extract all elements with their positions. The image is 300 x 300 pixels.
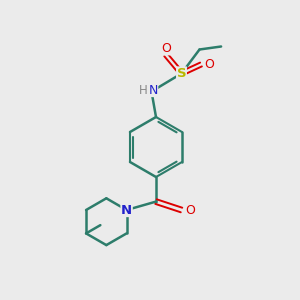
Text: H: H <box>139 83 148 97</box>
Text: O: O <box>161 42 171 55</box>
Text: O: O <box>205 58 214 71</box>
Text: S: S <box>177 67 186 80</box>
Text: O: O <box>185 203 195 217</box>
Text: N: N <box>148 83 158 97</box>
Text: N: N <box>121 203 132 217</box>
